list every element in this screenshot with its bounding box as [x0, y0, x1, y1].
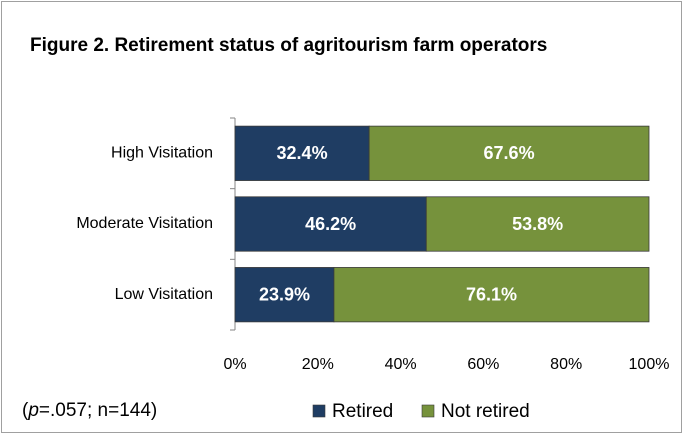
x-tick-label: 20% [302, 356, 334, 373]
note-italic: p [27, 400, 39, 421]
x-tick-label: 60% [467, 356, 499, 373]
legend-swatch [312, 404, 326, 418]
category-label: High Visitation [111, 145, 213, 162]
data-label: 32.4% [277, 143, 328, 163]
legend-label: Retired [332, 401, 393, 422]
data-label: 67.6% [484, 143, 535, 163]
x-tick-label: 80% [550, 356, 582, 373]
bar-segment [234, 125, 370, 181]
bar-segment [368, 125, 650, 181]
legend-swatch [421, 404, 435, 418]
chart-title: Figure 2. Retirement status of agritouri… [30, 35, 547, 56]
note-open: ( [22, 400, 29, 421]
data-label: 53.8% [512, 214, 563, 234]
data-label: 76.1% [466, 284, 517, 304]
x-tick-label: 40% [385, 356, 417, 373]
data-label: 46.2% [305, 214, 356, 234]
category-label: Low Visitation [115, 286, 213, 303]
bar-segment [425, 196, 650, 252]
x-tick-label: 0% [223, 356, 246, 373]
legend-label: Not retired [441, 401, 530, 422]
category-label: Moderate Visitation [76, 215, 213, 232]
data-label: 23.9% [259, 284, 310, 304]
x-tick-label: 100% [629, 356, 670, 373]
note: (p=.057; n=144) [22, 400, 157, 421]
bar-segment [333, 267, 650, 323]
note-rest: =.057; n=144) [39, 400, 157, 421]
